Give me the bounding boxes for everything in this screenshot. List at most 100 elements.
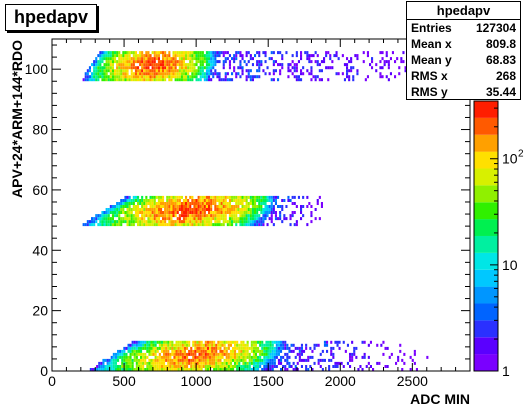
heatmap-cell — [124, 72, 127, 76]
heatmap-cell — [201, 54, 204, 58]
heatmap-cell — [109, 54, 112, 58]
heatmap-cell — [126, 78, 129, 82]
heatmap-cell — [107, 220, 110, 224]
heatmap-cell — [379, 66, 382, 70]
heatmap-cell — [194, 340, 197, 344]
heatmap-cell — [222, 195, 225, 199]
heatmap-cell — [153, 60, 156, 64]
heatmap-cell — [154, 365, 157, 368]
heatmap-cell — [247, 60, 250, 64]
heatmap-cell — [176, 75, 179, 79]
heatmap-cell — [134, 78, 137, 82]
heatmap-cell — [371, 66, 374, 70]
heatmap-cell — [220, 211, 223, 214]
heatmap-cell — [167, 343, 170, 347]
heatmap-cell — [124, 66, 127, 70]
heatmap-cell — [271, 349, 274, 353]
heatmap-cell — [130, 78, 133, 82]
heatmap-cell — [158, 358, 161, 362]
heatmap-cell — [111, 60, 114, 64]
heatmap-cell — [293, 223, 296, 227]
heatmap-cell — [107, 57, 110, 61]
heatmap-cell — [176, 51, 179, 55]
heatmap-cell — [225, 365, 228, 368]
heatmap-cell — [130, 223, 133, 227]
heatmap-cell — [141, 220, 144, 224]
heatmap-cell — [171, 365, 174, 368]
heatmap-cell — [240, 365, 243, 368]
heatmap-cell — [129, 343, 132, 347]
heatmap-cell — [205, 66, 208, 70]
heatmap-cell — [260, 195, 263, 199]
heatmap-cell — [203, 57, 206, 61]
heatmap-cell — [267, 355, 270, 359]
heatmap-cell — [172, 202, 175, 205]
heatmap-cell — [139, 54, 142, 58]
heatmap-cell — [242, 365, 245, 368]
heatmap-cell — [222, 208, 225, 211]
heatmap-cell — [162, 69, 165, 73]
heatmap-cell — [245, 69, 248, 73]
heatmap-cell — [170, 63, 173, 67]
heatmap-cell — [134, 214, 137, 218]
heatmap-cell — [164, 223, 167, 227]
heatmap-cell — [274, 195, 277, 199]
heatmap-cell — [200, 346, 203, 350]
heatmap-cell — [381, 66, 384, 70]
heatmap-cell — [168, 51, 171, 55]
heatmap-cell — [146, 368, 149, 371]
heatmap-cell — [125, 358, 128, 362]
heatmap-cell — [149, 75, 152, 79]
heatmap-cell — [269, 365, 272, 368]
heatmap-cell — [186, 340, 189, 344]
heatmap-cell — [231, 199, 234, 202]
heatmap-cell — [263, 365, 266, 368]
heatmap-cell — [110, 368, 113, 371]
heatmap-cell — [143, 75, 146, 79]
heatmap-cell — [101, 57, 104, 61]
heatmap-cell — [283, 217, 286, 221]
heatmap-cell — [162, 205, 165, 208]
heatmap-cell — [124, 205, 127, 208]
heatmap-cell — [100, 361, 103, 365]
heatmap-cell — [265, 349, 268, 353]
heatmap-cell — [199, 51, 202, 55]
heatmap-cell — [282, 365, 285, 368]
stats-row-rms-y: RMS y 35.44 — [407, 84, 520, 100]
heatmap-cell — [137, 66, 140, 70]
heatmap-cell — [381, 75, 384, 79]
heatmap-cell — [111, 51, 114, 55]
heatmap-cell — [130, 211, 133, 214]
heatmap-cell — [183, 343, 186, 347]
heatmap-cell — [266, 211, 269, 214]
heatmap-cell — [135, 361, 138, 365]
heatmap-cell — [244, 349, 247, 353]
heatmap-cell — [165, 346, 168, 350]
heatmap-cell — [191, 217, 194, 221]
heatmap-cell — [263, 358, 266, 362]
heatmap-cell — [137, 78, 140, 82]
heatmap-cell — [168, 214, 171, 218]
heatmap-cell — [297, 195, 300, 199]
heatmap-cell — [109, 51, 112, 55]
heatmap-cell — [194, 346, 197, 350]
heatmap-cell — [262, 51, 265, 55]
heatmap-cell — [95, 214, 98, 218]
heatmap-cell — [238, 365, 241, 368]
heatmap-cell — [308, 72, 311, 76]
heatmap-cell — [292, 343, 295, 347]
heatmap-cell — [199, 57, 202, 61]
heatmap-cell — [251, 63, 254, 67]
heatmap-cell — [234, 352, 237, 356]
heatmap-cell — [137, 57, 140, 61]
heatmap-cell — [97, 223, 100, 227]
x-tick-label: 500 — [112, 373, 136, 389]
heatmap-cell — [151, 195, 154, 199]
heatmap-cell — [351, 340, 354, 344]
heatmap-cell — [174, 51, 177, 55]
heatmap-cell — [273, 352, 276, 356]
heatmap-cell — [241, 66, 244, 70]
heatmap-cell — [266, 208, 269, 211]
heatmap-cell — [181, 355, 184, 359]
heatmap-cell — [228, 205, 231, 208]
